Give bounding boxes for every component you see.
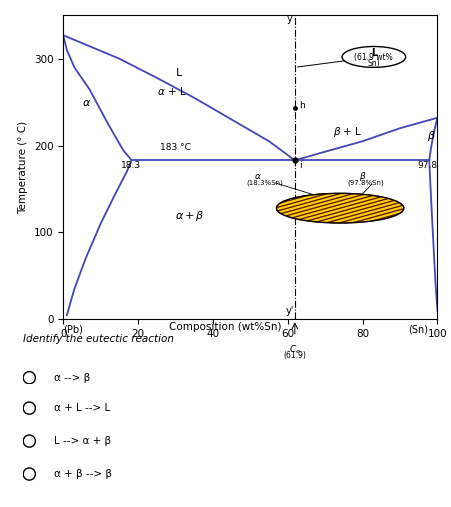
- Text: $\alpha + \beta$: $\alpha + \beta$: [175, 209, 205, 224]
- Text: α + β --> β: α + β --> β: [54, 469, 112, 479]
- Circle shape: [276, 193, 404, 223]
- Text: $\beta$ + L: $\beta$ + L: [333, 125, 362, 139]
- Text: L --> α + β: L --> α + β: [54, 436, 111, 446]
- Ellipse shape: [342, 47, 405, 67]
- Text: $C_e$: $C_e$: [289, 344, 301, 356]
- Text: h: h: [299, 101, 305, 110]
- Text: L: L: [175, 68, 182, 78]
- Text: 18.3: 18.3: [121, 161, 141, 170]
- Text: 97.8: 97.8: [417, 161, 437, 170]
- Text: y': y': [285, 306, 294, 316]
- Text: Composition (wt%Sn): Composition (wt%Sn): [169, 321, 282, 332]
- Text: α + L --> L: α + L --> L: [54, 403, 110, 413]
- Text: $\alpha$ + L: $\alpha$ + L: [157, 85, 187, 97]
- Text: $\alpha$: $\alpha$: [82, 98, 91, 108]
- Text: α --> β: α --> β: [54, 373, 90, 383]
- Text: $\beta$: $\beta$: [359, 170, 366, 183]
- Text: (Sn): (Sn): [409, 324, 428, 334]
- Text: Sn): Sn): [368, 58, 380, 67]
- Text: $\beta$: $\beta$: [428, 129, 436, 143]
- Text: Identify the eutectic reaction: Identify the eutectic reaction: [23, 334, 174, 344]
- Text: (61.9 wt%: (61.9 wt%: [354, 53, 393, 62]
- Text: L: L: [371, 48, 377, 58]
- Text: (97.8%Sn): (97.8%Sn): [348, 179, 384, 186]
- Text: $\alpha$: $\alpha$: [254, 171, 262, 180]
- Text: 183 °C: 183 °C: [161, 143, 191, 152]
- Text: y: y: [287, 14, 293, 24]
- Text: (Pb): (Pb): [63, 324, 83, 334]
- Text: (18.3%Sn): (18.3%Sn): [247, 179, 283, 186]
- Text: i: i: [299, 161, 302, 170]
- Text: (61.9): (61.9): [283, 351, 306, 359]
- Y-axis label: Temperature (° C): Temperature (° C): [18, 121, 28, 214]
